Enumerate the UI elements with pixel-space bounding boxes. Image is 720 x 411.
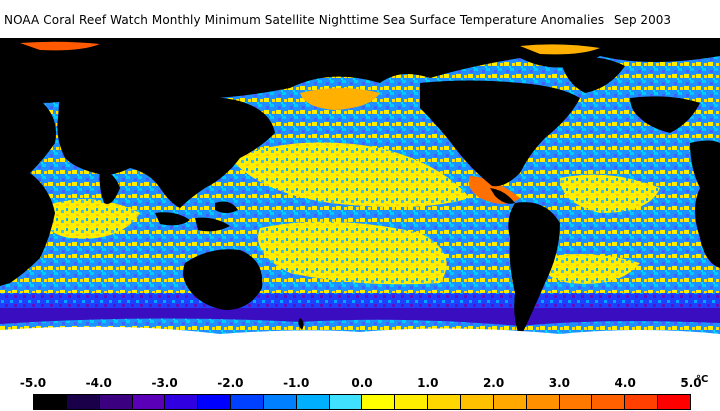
map-title: NOAA Coral Reef Watch Monthly Minimum Sa… [4, 13, 605, 27]
color-bar-swatch [198, 395, 232, 409]
color-bar-swatch [296, 395, 330, 409]
color-bar-swatch [231, 395, 264, 409]
color-bar-swatch [165, 395, 199, 409]
legend-tick-label: -4.0 [85, 376, 112, 390]
color-bar [33, 394, 691, 410]
map-date: Sep 2003 [614, 13, 671, 27]
color-bar-swatch [460, 395, 494, 409]
legend-tick-label: -5.0 [19, 376, 47, 390]
legend-tick-label: 1.0 [417, 376, 439, 390]
warm-anomaly-areas [40, 88, 660, 285]
color-bar-swatch [625, 395, 659, 409]
color-bar-swatch [592, 395, 626, 409]
legend-tick-label: -3.0 [151, 376, 178, 390]
color-bar-swatch [526, 395, 560, 409]
color-bar-swatch [132, 395, 166, 409]
legend-tick-label: 5.0 [680, 376, 702, 390]
legend-tick-label: 4.0 [614, 376, 636, 390]
legend-tick-label: 0.0 [351, 376, 373, 390]
color-bar-swatch [428, 395, 461, 409]
color-bar-swatch [66, 395, 100, 409]
legend-tick-label: -2.0 [217, 376, 244, 390]
land-masses [0, 38, 720, 338]
color-bar-swatch [263, 395, 297, 409]
color-bar-swatch [658, 395, 690, 409]
color-bar-swatch [362, 395, 396, 409]
legend-tick-label: 3.0 [548, 376, 571, 390]
color-scale-legend: -5.0 -4.0 -3.0 -2.0 -1.0 0.0 1.0 2.0 3.0 4.0 5.0 °… [0, 372, 720, 411]
legend-tick-label: 2.0 [482, 376, 505, 390]
color-bar-swatch [493, 395, 527, 409]
color-bar-swatch [34, 395, 67, 409]
legend-tick-label: -1.0 [283, 376, 310, 390]
legend-unit: °C [696, 374, 709, 385]
color-bar-swatch [559, 395, 593, 409]
sea-ice [0, 41, 720, 370]
color-bar-swatch [329, 395, 363, 409]
world-map [0, 38, 720, 370]
color-bar-swatch [99, 395, 133, 409]
color-bar-swatch [395, 395, 429, 409]
